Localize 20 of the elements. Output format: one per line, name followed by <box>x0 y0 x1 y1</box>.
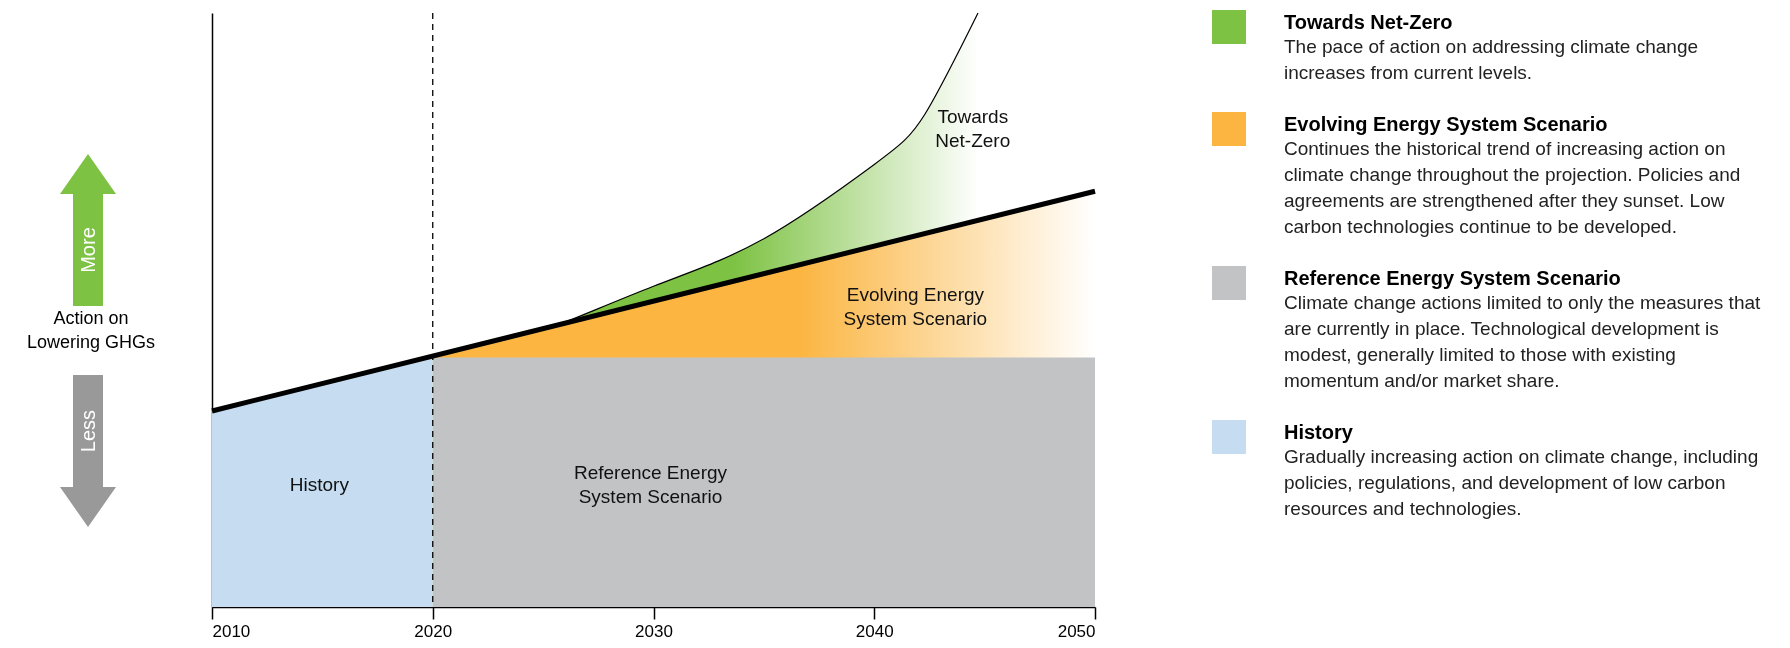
x-tick-label: 2050 <box>1057 621 1096 641</box>
annotation: Reference Energy System Scenario <box>572 461 729 510</box>
x-tick-label: 2040 <box>855 621 894 641</box>
x-tick-label: 2010 <box>212 621 251 641</box>
text: More <box>76 227 100 273</box>
y-axis-title: Action on Lowering GHGs <box>25 307 157 354</box>
text: Less <box>76 409 100 453</box>
text: Gradually increasing action on climate change, including policies, regulations, and development of low carbon resources and technologies. <box>1284 445 1760 521</box>
legend-label: Reference Energy System Scenario <box>1284 266 1622 290</box>
x-tick-label: 2020 <box>414 621 453 641</box>
legend-label: Evolving Energy System Scenario <box>1284 112 1609 136</box>
legend-label: History <box>1284 420 1354 444</box>
legend-label: Towards Net-Zero <box>1284 10 1454 34</box>
annotation: History <box>288 473 350 498</box>
text: The pace of action on addressing climate change increases from current levels. <box>1284 35 1700 85</box>
annotation: Evolving Energy System Scenario <box>842 283 989 331</box>
text: Climate change actions limited to only the measures that are currently in place. Technological development is modest, generally limited to those with existing momentum and/or market share. <box>1284 291 1762 393</box>
annotation: Towards Net-Zero <box>934 104 1012 153</box>
x-tick-label: 2030 <box>635 621 673 641</box>
text: Continues the historical trend of increasing action on climate change throughout the projection. Policies and agreements are strengthened after they sunset. Low carbon technologies continue to be developed. <box>1284 137 1742 239</box>
